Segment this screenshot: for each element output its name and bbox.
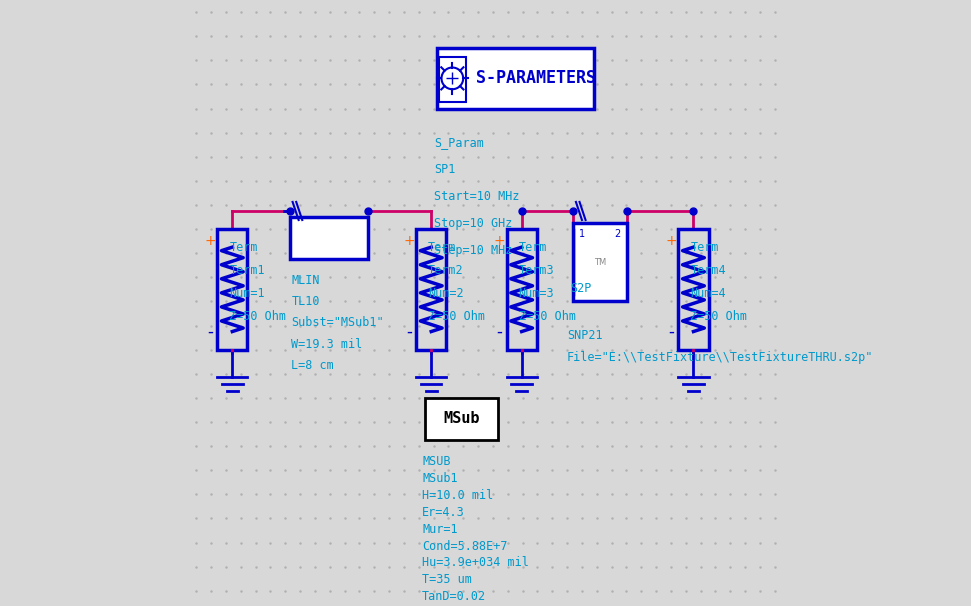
Text: Term4: Term4 xyxy=(690,264,726,277)
Text: T=35 um: T=35 um xyxy=(422,573,472,586)
Text: Z=50 Ohm: Z=50 Ohm xyxy=(229,310,286,323)
Text: MSub: MSub xyxy=(443,411,480,427)
Text: MSub1: MSub1 xyxy=(422,472,458,485)
Text: 1: 1 xyxy=(579,229,586,239)
Text: Term3: Term3 xyxy=(519,264,554,277)
Text: MLIN: MLIN xyxy=(291,275,319,287)
Text: Subst="MSub1": Subst="MSub1" xyxy=(291,316,384,330)
Text: SP1: SP1 xyxy=(434,163,455,176)
Text: -: - xyxy=(668,322,674,341)
Text: Mur=1: Mur=1 xyxy=(422,522,458,536)
Text: -: - xyxy=(496,322,502,341)
Bar xyxy=(417,229,447,350)
Text: TM: TM xyxy=(594,258,606,267)
Text: Stop=10 GHz: Stop=10 GHz xyxy=(434,217,513,230)
Text: S_Param: S_Param xyxy=(434,136,485,148)
Bar xyxy=(289,217,368,259)
Text: L=8 cm: L=8 cm xyxy=(291,359,334,371)
Text: +: + xyxy=(403,234,415,248)
Text: Hu=3.9e+034 mil: Hu=3.9e+034 mil xyxy=(422,556,529,570)
Text: -: - xyxy=(207,322,213,341)
Bar xyxy=(439,57,466,102)
Text: +: + xyxy=(204,234,216,248)
Text: Start=10 MHz: Start=10 MHz xyxy=(434,190,519,203)
Text: SNP21: SNP21 xyxy=(567,328,602,342)
Text: +: + xyxy=(665,234,677,248)
Text: File="E:\\TestFixture\\TestFixtureTHRU.s2p": File="E:\\TestFixture\\TestFixtureTHRU.s… xyxy=(567,351,873,364)
Bar xyxy=(218,229,248,350)
Text: Term2: Term2 xyxy=(428,264,464,277)
Text: Term: Term xyxy=(428,241,456,254)
Text: MSUB: MSUB xyxy=(422,455,451,468)
Text: Num=1: Num=1 xyxy=(229,287,265,300)
Text: H=10.0 mil: H=10.0 mil xyxy=(422,489,493,502)
Text: Z=50 Ohm: Z=50 Ohm xyxy=(690,310,748,323)
Text: Step=10 MHz: Step=10 MHz xyxy=(434,244,513,257)
Bar xyxy=(507,229,537,350)
Bar xyxy=(679,229,709,350)
Text: Z=50 Ohm: Z=50 Ohm xyxy=(519,310,576,323)
Text: Term: Term xyxy=(229,241,258,254)
Text: TL10: TL10 xyxy=(291,295,319,308)
Text: S2P: S2P xyxy=(570,282,591,295)
Text: Num=4: Num=4 xyxy=(690,287,726,300)
Text: TanD=0.02: TanD=0.02 xyxy=(422,590,486,603)
Bar xyxy=(425,398,497,440)
Bar xyxy=(437,48,594,108)
Text: Term: Term xyxy=(519,241,547,254)
Text: Cond=5.88E+7: Cond=5.88E+7 xyxy=(422,539,508,553)
Text: 2: 2 xyxy=(614,229,620,239)
Bar xyxy=(573,223,627,301)
Text: Num=3: Num=3 xyxy=(519,287,554,300)
Text: W=19.3 mil: W=19.3 mil xyxy=(291,338,362,350)
Text: Term: Term xyxy=(690,241,719,254)
Text: Num=2: Num=2 xyxy=(428,287,464,300)
Text: -: - xyxy=(406,322,412,341)
Text: Term1: Term1 xyxy=(229,264,265,277)
Text: S-PARAMETERS: S-PARAMETERS xyxy=(477,69,596,87)
Text: Z=50 Ohm: Z=50 Ohm xyxy=(428,310,486,323)
Text: +: + xyxy=(493,234,505,248)
Text: Er=4.3: Er=4.3 xyxy=(422,506,465,519)
